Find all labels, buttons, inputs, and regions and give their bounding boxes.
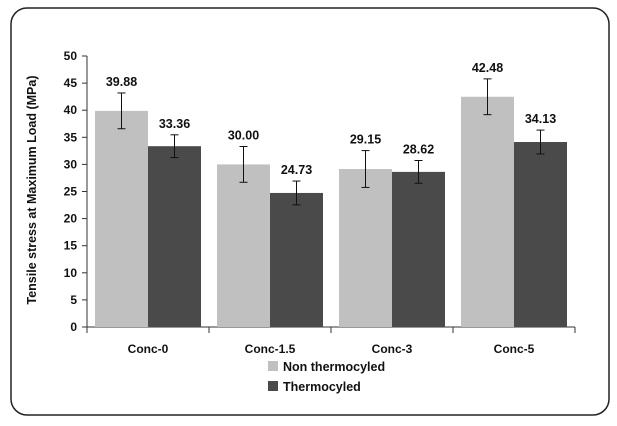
data-label: 30.00 [228, 129, 259, 143]
bar-non-thermocyled [95, 110, 148, 327]
legend-label: Thermocyled [283, 380, 361, 394]
y-tick-label: 35 [64, 130, 78, 144]
data-label: 39.88 [106, 75, 137, 89]
bar-non-thermocyled [461, 96, 514, 328]
y-tick-label: 30 [64, 157, 78, 171]
bar-thermocyled [270, 192, 323, 327]
plot-area: 0 5 10 15 20 25 30 35 40 45 50 39.88 33.36 Conc-0 30.0… [64, 49, 576, 356]
bar-non-thermocyled [339, 169, 392, 327]
data-label: 33.36 [159, 117, 190, 131]
y-axis-label: Tensile stress at Maximum Load (MPa) [25, 76, 39, 305]
data-label: 28.62 [403, 142, 434, 156]
y-tick-label: 40 [64, 103, 78, 117]
legend-swatch [268, 381, 278, 391]
category-label: Conc-0 [128, 342, 169, 356]
legend-swatch [268, 361, 278, 371]
y-tick-label: 45 [64, 76, 78, 90]
y-tick-label: 50 [64, 49, 78, 63]
bar-thermocyled [148, 146, 201, 327]
y-tick-label: 25 [64, 185, 78, 199]
category-label: Conc-3 [372, 342, 413, 356]
y-tick-label: 10 [64, 266, 78, 280]
bar-thermocyled [392, 171, 445, 327]
y-tick-label: 0 [70, 320, 77, 334]
data-label: 29.15 [350, 133, 381, 147]
legend: Non thermocyled Thermocyled [268, 360, 385, 394]
y-tick-label: 20 [64, 212, 78, 226]
category-label: Conc-5 [494, 342, 535, 356]
data-label: 42.48 [472, 61, 503, 75]
bar-thermocyled [514, 142, 567, 327]
data-label: 34.13 [525, 112, 556, 126]
y-tick-label: 5 [70, 293, 77, 307]
bar-non-thermocyled [217, 164, 270, 327]
legend-label: Non thermocyled [283, 360, 385, 374]
category-label: Conc-1.5 [245, 342, 296, 356]
data-label: 24.73 [281, 163, 312, 177]
y-tick-label: 15 [64, 239, 78, 253]
